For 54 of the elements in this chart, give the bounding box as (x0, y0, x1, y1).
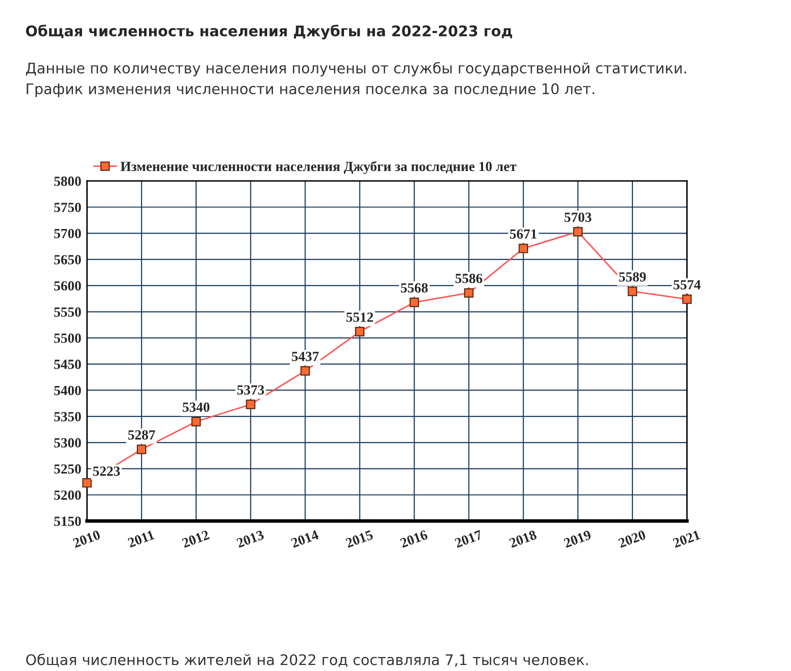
y-tick-label: 5400 (54, 386, 81, 396)
y-tick-label: 5200 (54, 490, 81, 500)
y-tick-label: 5500 (54, 334, 81, 343)
data-label: 5437 (292, 352, 319, 362)
point (518, 244, 528, 254)
data-label: 5574 (674, 280, 701, 290)
data-label: 5589 (619, 272, 646, 282)
y-tick-label: 5650 (54, 255, 81, 264)
x-tick-label: 2013 (236, 530, 264, 548)
y-tick-label: 5450 (54, 360, 81, 370)
point (355, 326, 364, 336)
data-label: 5287 (128, 430, 156, 440)
point (300, 366, 310, 376)
point (136, 444, 146, 454)
y-tick-label: 5800 (54, 176, 81, 186)
data-label: 5373 (237, 385, 264, 395)
chart-title: Общая численность населения Джубгы на 2022-2023 год (26, 24, 512, 40)
x-tick-label: 2017 (454, 530, 483, 548)
x-tick-label: 2011 (127, 530, 155, 548)
x-tick-label: 2015 (345, 530, 374, 548)
point (628, 286, 638, 296)
point (246, 400, 256, 410)
x-tick-label: 2021 (672, 530, 701, 548)
y-tick-label: 5700 (54, 228, 81, 238)
x-tick-label: 2010 (72, 530, 101, 548)
x-tick-label: 2019 (563, 530, 592, 548)
x-tick-label: 2012 (182, 530, 210, 548)
data-label: 5568 (400, 283, 428, 293)
point (410, 298, 419, 308)
text: Общая численность жителей на 2022 год составляла 7,1 тысяч человек. (26, 654, 588, 668)
point (82, 478, 92, 488)
x-tick-label: 2014 (290, 530, 320, 548)
x-tick-label: 2016 (400, 530, 428, 548)
data-label: 5671 (510, 229, 537, 239)
y-tick-label: 5150 (54, 516, 81, 526)
y-tick-label: 5750 (54, 202, 81, 212)
point (682, 294, 692, 304)
data-label: 5586 (455, 274, 482, 284)
y-tick-label: 5550 (54, 307, 81, 317)
point (573, 226, 583, 236)
y-tick-label: 5250 (54, 464, 81, 474)
data-label: 5340 (182, 402, 210, 412)
chart-subtitle: Данные по количеству населения получены от службы государственной статистики. График изменения численности населения поселка за последние 10 лет. (26, 62, 686, 98)
data-label: 5223 (93, 466, 120, 476)
y-tick-label: 5600 (54, 281, 81, 291)
point (464, 288, 474, 298)
x-tick-label: 2020 (618, 530, 646, 548)
x-tick-label: 2018 (508, 530, 538, 548)
data-label: 5512 (346, 312, 374, 322)
data-label: 5703 (564, 212, 592, 222)
point (191, 416, 201, 426)
legend-label: Изменение численности населения Джубги за последние 10 лет (120, 161, 516, 174)
y-tick-label: 5300 (54, 438, 81, 448)
y-tick-label: 5350 (54, 412, 81, 422)
